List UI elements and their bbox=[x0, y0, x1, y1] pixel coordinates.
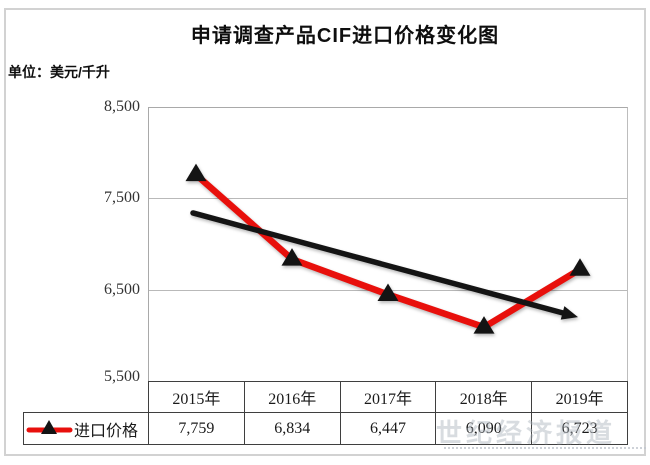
price-value-cell: 6,834 bbox=[245, 413, 341, 444]
price-value-cell: 7,759 bbox=[149, 413, 245, 444]
year-header-cell: 2015年 bbox=[149, 382, 245, 412]
table-value-row: 7,759 6,834 6,447 6,090 6,723 bbox=[148, 412, 628, 445]
plot-area bbox=[148, 107, 628, 381]
unit-label: 单位：美元/千升 bbox=[8, 64, 110, 80]
year-header-cell: 2016年 bbox=[245, 382, 341, 412]
year-header-cell: 2017年 bbox=[341, 382, 437, 412]
price-value-cell: 6,723 bbox=[561, 419, 598, 437]
gridline-6500 bbox=[149, 290, 627, 291]
legend-cell: 进口价格 bbox=[23, 412, 149, 445]
gridline-7500 bbox=[149, 198, 627, 199]
y-axis-tick-8500: 8,500 bbox=[104, 98, 140, 115]
table-header-row: 2015年 2016年 2017年 2018年 2019年 bbox=[148, 381, 628, 413]
chart-title: 申请调查产品CIF进口价格变化图 bbox=[190, 25, 500, 47]
year-header-cell: 2018年 bbox=[436, 382, 533, 412]
price-value-cell: 6,447 bbox=[341, 413, 437, 444]
legend-label: 进口价格 bbox=[74, 422, 139, 440]
price-value-cell: 6,090 bbox=[436, 413, 533, 444]
year-header-cell: 2019年 bbox=[555, 391, 604, 408]
y-axis-tick-6500: 6,500 bbox=[104, 281, 140, 298]
y-axis-tick-7500: 7,500 bbox=[104, 189, 140, 206]
legend-line-marker-icon bbox=[26, 419, 73, 434]
y-axis-tick-5500: 5,500 bbox=[104, 368, 140, 385]
